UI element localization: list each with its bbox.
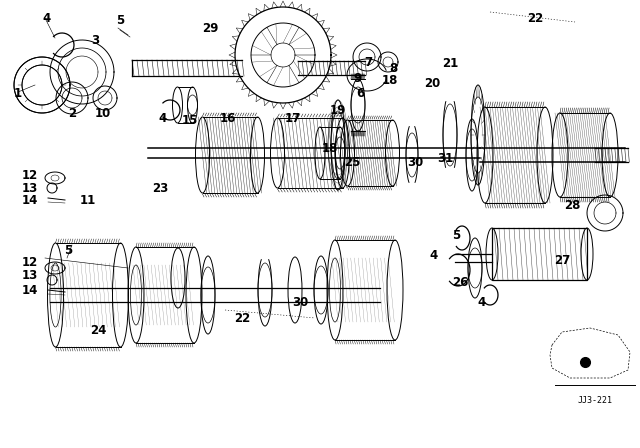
Text: 15: 15 xyxy=(182,113,198,126)
Text: 21: 21 xyxy=(442,56,458,69)
Text: 12: 12 xyxy=(22,255,38,268)
Text: 30: 30 xyxy=(407,155,423,168)
Text: 1: 1 xyxy=(14,86,22,99)
Text: 14: 14 xyxy=(22,194,38,207)
Text: 2: 2 xyxy=(68,107,76,120)
Text: 25: 25 xyxy=(344,155,360,168)
Text: 24: 24 xyxy=(90,323,106,336)
Text: 19: 19 xyxy=(330,103,346,116)
Text: 5: 5 xyxy=(116,13,124,26)
Text: JJ3-221: JJ3-221 xyxy=(577,396,612,405)
Text: 7: 7 xyxy=(364,56,372,69)
Text: 3: 3 xyxy=(91,34,99,47)
Text: 31: 31 xyxy=(437,151,453,164)
Text: 16: 16 xyxy=(220,112,236,125)
Text: 18: 18 xyxy=(322,142,338,155)
Text: 13: 13 xyxy=(22,181,38,194)
Text: 22: 22 xyxy=(527,12,543,25)
Text: 28: 28 xyxy=(564,198,580,211)
Text: 17: 17 xyxy=(285,112,301,125)
Text: 14: 14 xyxy=(22,284,38,297)
Text: 10: 10 xyxy=(95,107,111,120)
Text: 12: 12 xyxy=(22,168,38,181)
Text: 29: 29 xyxy=(202,22,218,34)
Text: 4: 4 xyxy=(43,12,51,25)
Text: 13: 13 xyxy=(22,268,38,281)
Text: 26: 26 xyxy=(452,276,468,289)
Text: 4: 4 xyxy=(430,249,438,262)
Text: 27: 27 xyxy=(554,254,570,267)
Text: 4: 4 xyxy=(159,112,167,125)
Text: 9: 9 xyxy=(354,72,362,85)
Text: 6: 6 xyxy=(356,86,364,99)
Text: 20: 20 xyxy=(424,77,440,90)
Text: 22: 22 xyxy=(234,311,250,324)
Text: 18: 18 xyxy=(382,73,398,86)
Text: 30: 30 xyxy=(292,296,308,309)
Text: 5: 5 xyxy=(64,244,72,257)
Text: 11: 11 xyxy=(80,194,96,207)
Text: 4: 4 xyxy=(478,296,486,309)
Text: 5: 5 xyxy=(452,228,460,241)
Text: 23: 23 xyxy=(152,181,168,194)
Text: 8: 8 xyxy=(389,61,397,74)
